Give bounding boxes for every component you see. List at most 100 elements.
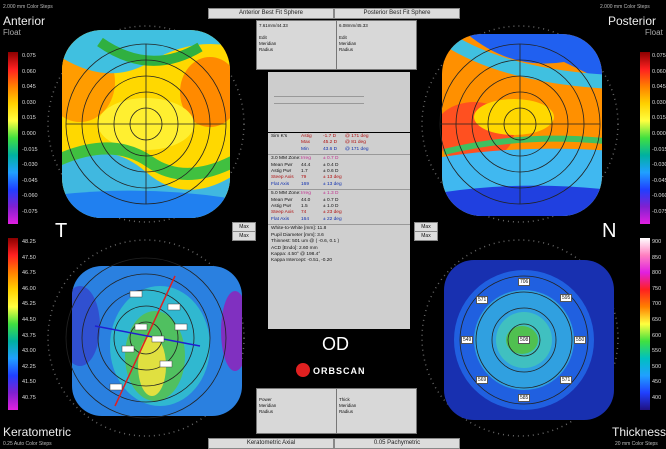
zone3-flat-value: 169 — [301, 181, 310, 187]
posterior-bfs-tab[interactable]: Posterior Best Fit Sphere — [334, 8, 460, 19]
zone3-mean-value: 44.4 — [301, 162, 311, 168]
sim-k-section: Sim K's Astig -1.7 D @ 171 deg Max 45.2 D @ 8… — [268, 133, 410, 156]
thick-box: Thick Meridian Radius — [336, 388, 417, 434]
posterior-bfs-value: 6.08mm/45.33 — [339, 23, 368, 28]
zone5-astig-label: Astig Pwr — [271, 204, 292, 210]
thickness-step-label: 20 mm Color Steps — [615, 441, 658, 447]
posterior-bfs-box: 6.08mm/45.33 Edit Meridian Radius — [336, 20, 417, 70]
anterior-scale-labels: 0.075 0.060 0.045 0.030 0.015 0.000 -0.015 -0.0… — [22, 53, 38, 215]
zone5-astig-tol: ± 1.0 D — [323, 204, 339, 210]
posterior-subtitle: Float — [645, 28, 663, 37]
anterior-bfs-tab[interactable]: Anterior Best Fit Sphere — [208, 8, 334, 19]
zone3-astig-tol: ± 0.6 D — [323, 169, 339, 175]
sim-k-astig-value: -1.7 D — [323, 134, 337, 139]
power-label: Power — [259, 397, 272, 402]
zone5-flat-value: 164 — [301, 216, 310, 222]
zone5-mean-label: Mean Pwr — [271, 197, 293, 203]
pupil-diameter: Pupil Diameter [mm]: 3.6 — [271, 232, 324, 238]
zone5-mean-value: 44.0 — [301, 197, 311, 203]
zone5-flat-label: Flat Axis — [271, 216, 290, 222]
anterior-color-scale — [8, 52, 18, 224]
zone5-irreg-label: Irreg — [301, 191, 311, 197]
kappa: Kappa: 4.50° @ 198.4° — [271, 251, 321, 257]
zone3-steep-value: 79 — [301, 175, 307, 181]
zone5-astig-value: 1.5 — [301, 204, 308, 210]
pachy-upper-right: 595 — [560, 294, 573, 302]
thick-meridian: Meridian — [339, 403, 357, 408]
zone3-steep-tol: ± 13 deg — [323, 175, 342, 181]
zone5-irreg-value: ± 1.3 D — [323, 191, 339, 197]
zone3-flat-label: Flat Axis — [271, 181, 290, 187]
anterior-step-label: 2.000 mm Color Steps — [3, 4, 53, 10]
pachy-center: 508 — [518, 336, 531, 344]
zone5-title: 5.0 MM Zone: — [271, 191, 301, 197]
white-to-white: White-to-White [mm]: 11.8 — [271, 226, 327, 232]
anterior-bfs-meridian: Meridian — [259, 41, 277, 46]
zone5-steep-value: 74 — [301, 210, 307, 216]
pachy-lower-left: 569 — [476, 376, 489, 384]
temporal-letter: T — [55, 220, 68, 242]
posterior-title: Posterior — [608, 14, 657, 28]
acd: ACD [Endo]: 2.60 mm — [271, 245, 318, 251]
zone3-mean-tol: ± 0.4 D — [323, 162, 339, 168]
sim-k-astig-label: Astig — [301, 134, 312, 139]
zone3-astig-label: Astig Pwr — [271, 169, 292, 175]
pachy-upper-left: 571 — [476, 296, 489, 304]
sim-k-max-axis: @ 81 deg — [345, 140, 366, 146]
eye-label: OD — [322, 334, 349, 354]
sim-k-label: Sim K's — [271, 134, 288, 139]
posterior-scale-labels: 0.0750.0600.0450.0300.0150.000-0.015-0.0… — [652, 53, 666, 215]
max-button-right-bottom[interactable]: Max — [414, 231, 438, 241]
anterior-float-map[interactable] — [40, 22, 252, 226]
logo-mark-icon — [296, 362, 310, 377]
zone3-mean-label: Mean Pwr — [271, 162, 293, 168]
thick-label: Thick — [339, 397, 350, 402]
center-blank-panel — [268, 72, 410, 132]
zone5-section: 5.0 MM Zone: Irreg ± 1.3 D Mean Pwr 44.0 ± 0… — [268, 190, 410, 226]
thickness-scale-labels: 900 850 800 750 700 650 600 550 500 450 400 — [652, 239, 662, 401]
keratometric-axial-map[interactable] — [40, 236, 252, 440]
zone3-astig-value: 1.7 — [301, 169, 308, 175]
anterior-bfs-value: 7.61mm/44.33 — [259, 23, 288, 28]
pachy-top: 706 — [518, 278, 531, 286]
keratometric-step-label: 0.25 Auto Color Steps — [3, 441, 52, 447]
posterior-bfs-meridian: Meridian — [339, 41, 357, 46]
thinnest: Thinnest: 501 um @ ( -0.6, 0.1 ) — [271, 239, 340, 245]
zone5-steep-tol: ± 23 deg — [323, 210, 342, 216]
sim-k-astig-axis: @ 171 deg — [345, 134, 369, 139]
anterior-bfs-box: 7.61mm/44.33 Edit Meridian Radius — [256, 20, 337, 70]
stats-panel: Sim K's Astig -1.7 D @ 171 deg Max 45.2 D @ 8… — [268, 133, 410, 329]
zone3-irreg-label: Irreg — [301, 156, 311, 162]
posterior-bfs-radius: Radius — [339, 47, 354, 52]
orbscan-logo: ORBSCAN — [296, 361, 366, 379]
power-meridian: Meridian — [259, 403, 277, 408]
zone3-section: 3.0 MM Zone: Irreg ± 0.7 D Mean Pwr 44.4 ± 0… — [268, 155, 410, 191]
pachy-lower-right: 571 — [560, 376, 573, 384]
thickness-title: Thickness — [612, 425, 666, 439]
sim-k-min-value: 43.6 D — [323, 146, 338, 152]
zone3-flat-tol: ± 13 deg — [323, 181, 342, 187]
logo-text: ORBSCAN — [313, 366, 366, 376]
zone5-mean-tol: ± 0.7 D — [323, 197, 339, 203]
max-button-left-bottom[interactable]: Max — [232, 231, 256, 241]
keratometric-title: Keratometric — [3, 425, 72, 439]
zone3-title: 3.0 MM Zone: — [271, 156, 301, 162]
zone5-flat-tol: ± 22 deg — [323, 216, 342, 222]
pachy-bottom: 585 — [518, 394, 531, 402]
misc-section: White-to-White [mm]: 11.8 Pupil Diameter… — [268, 225, 410, 265]
keratometric-color-scale — [8, 238, 18, 410]
thickness-color-scale — [640, 238, 650, 410]
sim-k-min-label: Min — [301, 146, 309, 152]
anterior-bfs-edit[interactable]: Edit — [259, 35, 267, 40]
pachy-left: 549 — [461, 336, 474, 344]
thick-radius: Radius — [339, 409, 354, 414]
posterior-float-map[interactable] — [414, 22, 626, 226]
keratometric-scale-labels: 48.25 47.50 46.75 46.00 45.25 44.50 43.75 43.00… — [22, 239, 36, 401]
zone5-steep-label: Steep Axis — [271, 210, 294, 216]
power-radius: Radius — [259, 409, 274, 414]
posterior-bfs-edit[interactable]: Edit — [339, 35, 347, 40]
zone3-steep-label: Steep Axis — [271, 175, 294, 181]
sim-k-max-label: Max — [301, 140, 311, 146]
power-box: Power Meridian Radius — [256, 388, 337, 434]
pachy-right: 550 — [574, 336, 587, 344]
